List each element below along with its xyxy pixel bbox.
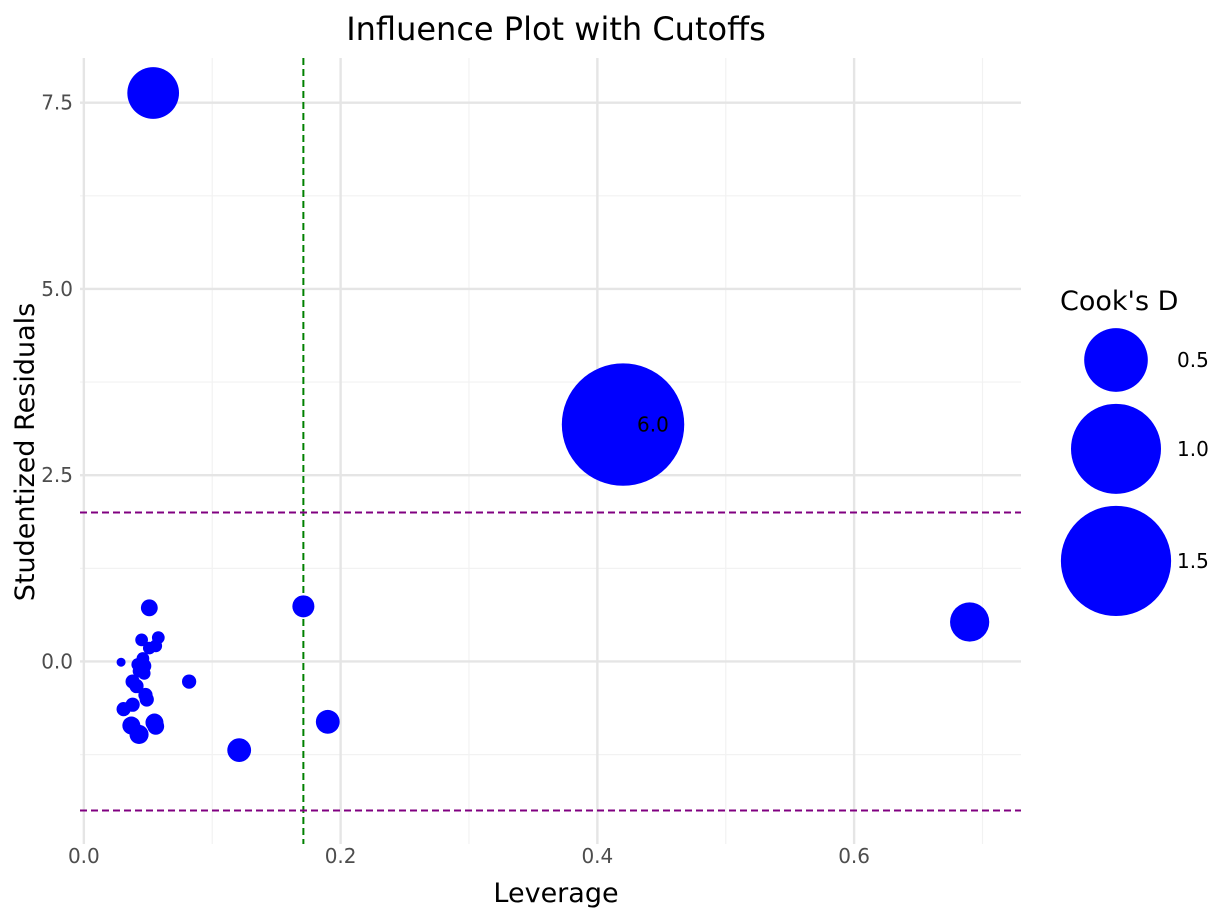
legend: Cook's D 0.5 1.0 1.5 (1060, 286, 1209, 617)
x-tick-label: 0.6 (838, 844, 870, 868)
data-point (140, 599, 158, 617)
x-tick-label: 0.4 (581, 844, 613, 868)
data-point (139, 692, 154, 707)
data-point (135, 633, 148, 647)
grid-major (80, 58, 1021, 844)
data-point (182, 674, 197, 689)
y-axis-ticks: 0.0 2.5 5.0 7.5 (41, 91, 73, 674)
y-tick-label: 0.0 (41, 649, 73, 673)
data-point (122, 716, 141, 735)
x-tick-label: 0.0 (68, 844, 100, 868)
points-layer (116, 67, 990, 763)
y-axis-title: Studentized Residuals (10, 303, 41, 601)
y-tick-label: 5.0 (41, 277, 73, 301)
data-point (129, 678, 144, 694)
legend-entry-label: 0.5 (1177, 348, 1209, 372)
data-point (127, 67, 180, 119)
legend-entry-label: 1.5 (1177, 549, 1209, 573)
legend-size-key (1084, 328, 1148, 392)
legend-entries: 0.5 1.0 1.5 (1060, 328, 1209, 617)
legend-title: Cook's D (1060, 286, 1178, 317)
data-point (116, 657, 126, 667)
legend-size-key (1071, 403, 1161, 494)
x-axis-title: Leverage (493, 878, 618, 909)
legend-size-key (1060, 505, 1172, 617)
data-point (950, 602, 990, 642)
data-point (125, 697, 140, 712)
cutoff-lines (80, 58, 1021, 844)
y-tick-label: 7.5 (41, 91, 73, 115)
data-point (137, 667, 151, 680)
x-axis-ticks: 0.0 0.2 0.4 0.6 (68, 844, 870, 868)
data-point (136, 652, 150, 665)
data-point-label: 6.0 (637, 413, 669, 437)
data-point (561, 363, 685, 486)
data-point (315, 709, 340, 734)
chart-title: Influence Plot with Cutoffs (346, 10, 766, 48)
data-point (151, 631, 165, 644)
legend-entry-label: 1.0 (1177, 437, 1209, 461)
x-tick-label: 0.2 (325, 844, 357, 868)
data-point (147, 717, 165, 735)
y-tick-label: 2.5 (41, 463, 73, 487)
grid-minor (80, 58, 1021, 844)
point-labels: 6.0 (637, 413, 669, 437)
data-point (227, 738, 252, 763)
data-point (292, 595, 315, 618)
